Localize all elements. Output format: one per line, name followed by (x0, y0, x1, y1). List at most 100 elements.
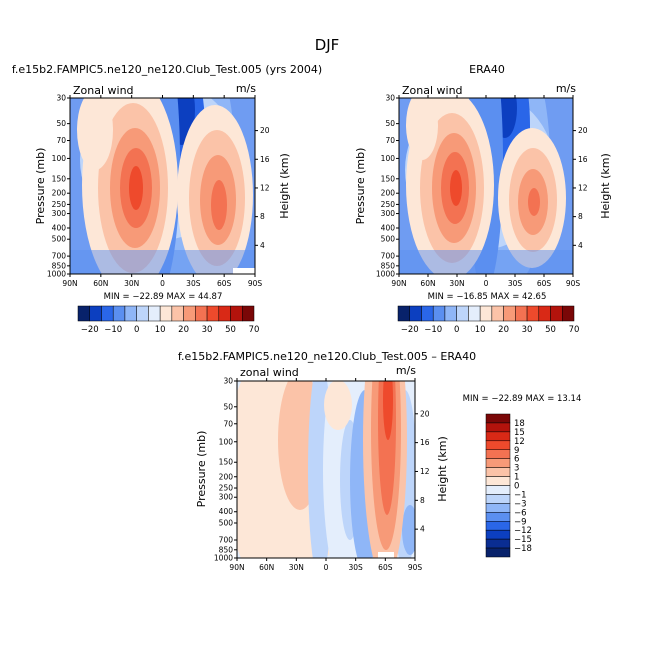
colorbar-label: 0 (514, 482, 519, 492)
page-title: DJF (315, 36, 340, 54)
colorbar-swatch (468, 305, 481, 322)
pressure-tick-label: 850 (219, 545, 234, 554)
colorbar-swatch (538, 305, 551, 322)
height-tick-label: 4 (578, 241, 583, 250)
colorbar-swatch (397, 305, 410, 322)
lat-tick-label: 30N (289, 563, 304, 572)
pressure-tick-label: 700 (219, 535, 234, 544)
pressure-tick-label: 300 (381, 209, 396, 218)
colorbar-label: 20 (498, 325, 509, 335)
lat-tick-label: 90N (229, 563, 244, 572)
colorbar-swatch (526, 305, 540, 322)
pressure-tick-label: 700 (52, 252, 67, 261)
lat-tick-label: 60N (259, 563, 274, 572)
pressure-tick-label: 850 (381, 261, 396, 270)
colorbar-swatch (485, 476, 511, 486)
height-tick-label: 8 (260, 212, 265, 221)
pressure-tick-label: 100 (219, 437, 234, 446)
lat-tick-label: 90N (391, 279, 406, 288)
lat-tick-label: 30S (349, 563, 364, 572)
lat-tick-label: 30N (449, 279, 464, 288)
panel-model-variable: Zonal wind (73, 84, 134, 97)
height-tick-label: 20 (260, 126, 270, 135)
colorbar-label: 50 (225, 325, 236, 335)
panel-diff-stats: MIN = −22.89 MAX = 13.14 (463, 394, 582, 404)
colorbar-label: −1 (514, 490, 527, 500)
pressure-tick-label: 500 (219, 519, 234, 528)
panel-model-ylabel: Pressure (mb) (34, 148, 47, 225)
colorbar-swatch (485, 521, 511, 531)
panel-model: f.e15b2.FAMPIC5.ne120_ne120.Club_Test.00… (12, 63, 322, 302)
panel-model-units: m/s (236, 82, 256, 95)
pressure-tick-label: 70 (223, 419, 233, 428)
lat-tick-label: 90S (566, 279, 581, 288)
colorbar-label: 0 (134, 325, 139, 335)
colorbar-swatch (485, 422, 511, 433)
colorbar-swatch (159, 305, 173, 322)
lat-tick-label: 60S (537, 279, 552, 288)
height-tick-label: 16 (420, 438, 430, 447)
lat-tick-label: 30S (508, 279, 523, 288)
pressure-tick-label: 50 (56, 119, 66, 128)
colorbar-swatch (515, 305, 528, 322)
pressure-tick-label: 70 (385, 136, 395, 145)
colorbar-label: 70 (249, 325, 260, 335)
panel-diff-y2label: Height (km) (436, 436, 449, 502)
colorbar-label: −10 (104, 325, 122, 335)
colorbar-label: 10 (155, 325, 166, 335)
height-tick-label: 4 (420, 525, 425, 534)
colorbar-label: 9 (514, 446, 519, 456)
pressure-tick-label: 700 (381, 252, 396, 261)
height-tick-label: 8 (578, 212, 583, 221)
panel-model-stats: MIN = −22.89 MAX = 44.87 (104, 292, 223, 302)
colorbar-swatch (409, 305, 422, 322)
colorbar-label: −10 (424, 325, 442, 335)
lat-tick-label: 90S (408, 563, 423, 572)
panel-model-title: f.e15b2.FAMPIC5.ne120_ne120.Club_Test.00… (12, 63, 322, 76)
pressure-tick-label: 150 (381, 174, 396, 183)
colorbar-model: −20 −10 0 10 20 30 50 70 (77, 305, 260, 335)
height-tick-label: 12 (260, 183, 270, 192)
colorbar-label: −20 (401, 325, 419, 335)
colorbar-swatch (242, 305, 255, 322)
colorbar-swatch (112, 305, 126, 322)
lat-tick-label: 30N (124, 279, 139, 288)
colorbar-swatch (77, 305, 90, 322)
lat-tick-label: 0 (484, 279, 489, 288)
colorbar-label: 50 (545, 325, 556, 335)
pressure-tick-label: 1000 (376, 270, 395, 279)
colorbar-swatch (503, 305, 516, 322)
panel-obs-variable: Zonal wind (402, 84, 463, 97)
pressure-tick-label: 500 (381, 235, 396, 244)
colorbar-label: 3 (514, 464, 519, 474)
colorbar-swatch (485, 538, 511, 549)
colorbar-label: 30 (522, 325, 533, 335)
height-tick-label: 12 (578, 183, 588, 192)
colorbar-swatch (485, 503, 511, 513)
colorbar-swatch (485, 440, 511, 450)
colorbar-label: 1 (514, 473, 519, 483)
colorbar-swatch (485, 547, 511, 558)
pressure-tick-label: 250 (52, 200, 67, 209)
lat-tick-label: 60N (93, 279, 108, 288)
panel-obs-stats: MIN = −16.85 MAX = 42.65 (428, 292, 547, 302)
colorbar-swatch (421, 305, 434, 322)
colorbar-obs: −20 −10 0 10 20 30 50 70 (397, 305, 579, 335)
colorbar-label: 20 (178, 325, 189, 335)
colorbar-swatch (485, 458, 511, 468)
pressure-tick-label: 50 (385, 119, 395, 128)
pressure-tick-label: 300 (219, 493, 234, 502)
colorbar-swatch (491, 305, 504, 322)
colorbar-label: −20 (81, 325, 99, 335)
pressure-tick-label: 250 (381, 200, 396, 209)
colorbar-swatch (148, 305, 161, 322)
colorbar-label: 30 (202, 325, 213, 335)
height-tick-label: 16 (260, 155, 270, 164)
panel-obs-y2label: Height (km) (599, 153, 612, 219)
pressure-tick-label: 30 (56, 94, 66, 103)
height-tick-label: 4 (260, 241, 265, 250)
pressure-tick-label: 400 (381, 224, 396, 233)
